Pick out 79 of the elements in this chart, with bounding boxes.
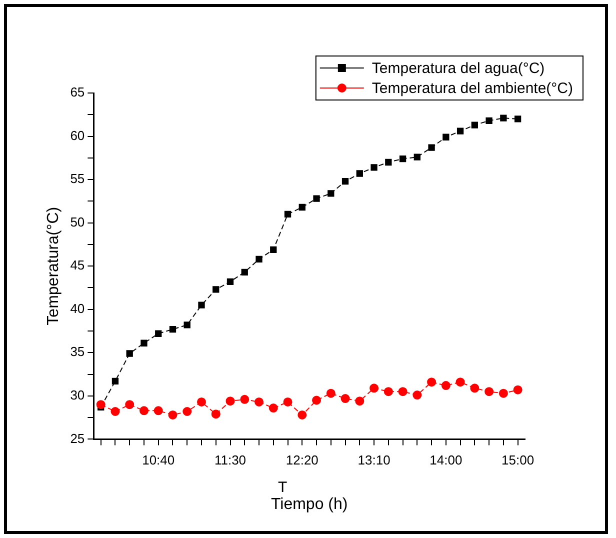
point — [513, 385, 522, 394]
point — [326, 388, 336, 398]
x-tick-label: 10:40 — [142, 452, 175, 468]
x-tick-label: 12:20 — [286, 452, 318, 468]
point — [442, 134, 450, 140]
y-tick-label: 55 — [70, 171, 85, 186]
legend-label: Temperatura del agua(°C) — [372, 60, 545, 78]
point — [139, 406, 148, 416]
point — [168, 410, 178, 420]
point — [342, 178, 349, 185]
point — [398, 387, 408, 396]
point — [298, 204, 306, 211]
point — [370, 164, 378, 171]
point — [198, 302, 205, 308]
y-tick-label: 40 — [70, 300, 85, 316]
point — [110, 407, 120, 416]
point — [96, 400, 106, 410]
point — [283, 397, 292, 406]
x-axis-title: Tiempo (h) — [270, 496, 348, 513]
point — [211, 410, 220, 419]
point — [370, 384, 379, 393]
point — [284, 210, 292, 218]
point — [182, 407, 192, 416]
text: T — [278, 479, 288, 496]
point — [498, 388, 508, 398]
x-tick-label: 14:00 — [430, 452, 462, 468]
point — [112, 378, 119, 385]
y-tick-label: 45 — [70, 258, 85, 273]
point — [298, 410, 307, 420]
point — [456, 378, 465, 387]
point — [356, 170, 363, 177]
y-tick-label: 60 — [70, 128, 85, 143]
point — [428, 144, 435, 151]
point — [384, 387, 393, 396]
legend-label: Temperatura del ambiente(°C) — [372, 80, 574, 98]
point — [226, 278, 234, 286]
point — [328, 190, 334, 197]
point — [514, 116, 522, 122]
point — [456, 128, 464, 134]
point — [500, 114, 507, 122]
point — [212, 286, 220, 293]
point — [412, 390, 422, 400]
x-tick-label: 11:30 — [214, 452, 246, 468]
point — [355, 396, 364, 406]
point — [256, 256, 262, 263]
point — [226, 396, 235, 406]
x-tick-label: 13:10 — [358, 452, 390, 468]
y-axis-title: Temperatura(°C) — [45, 206, 62, 326]
y-tick-label: 35 — [70, 344, 85, 360]
point — [470, 384, 480, 393]
point — [399, 155, 406, 162]
point — [385, 158, 392, 166]
point — [184, 322, 190, 328]
y-tick-label: 50 — [70, 214, 85, 230]
point — [155, 330, 162, 337]
point — [154, 406, 163, 416]
point — [414, 154, 420, 160]
point — [484, 387, 494, 396]
point — [441, 381, 450, 390]
y-tick-label: 30 — [70, 388, 85, 403]
y-tick-label: 65 — [70, 84, 85, 100]
point — [312, 396, 322, 405]
point — [126, 350, 133, 357]
x-tick-label: 15:00 — [502, 452, 534, 468]
point — [254, 397, 264, 406]
point — [340, 394, 350, 404]
point — [313, 195, 320, 202]
point — [140, 340, 148, 346]
point — [268, 404, 278, 413]
y-tick-label: 25 — [70, 430, 85, 446]
point — [270, 246, 277, 253]
point — [241, 268, 248, 276]
point — [427, 378, 436, 387]
point — [169, 326, 176, 333]
point — [125, 400, 134, 410]
point — [196, 397, 206, 406]
point — [240, 394, 250, 404]
point — [471, 122, 478, 128]
point — [486, 117, 492, 124]
